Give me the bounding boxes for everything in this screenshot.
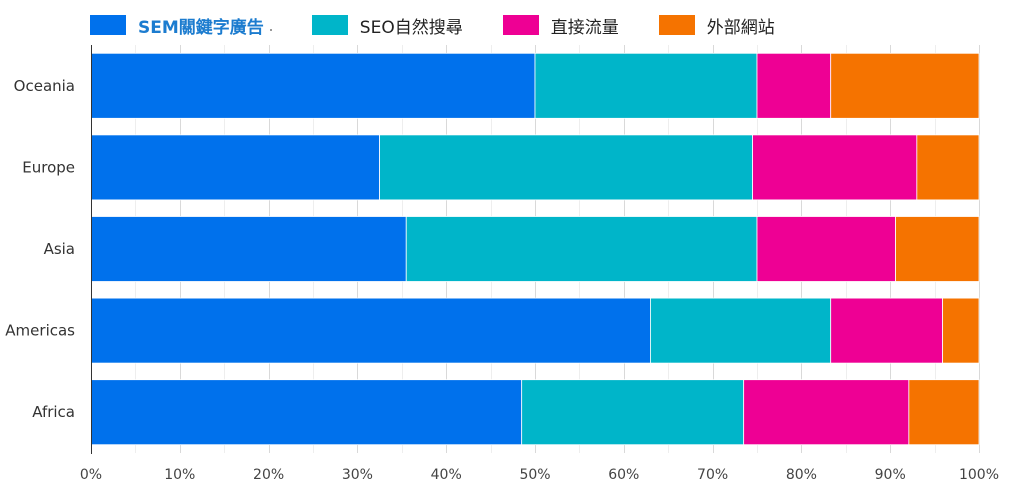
x-tick-label: 30%: [342, 467, 373, 483]
x-tick-label: 10%: [164, 467, 195, 483]
bar-segment[interactable]: [90, 134, 381, 201]
bar-segment[interactable]: [379, 134, 753, 201]
x-tick-label: 0%: [80, 467, 102, 483]
bar-segment[interactable]: [90, 297, 651, 364]
x-tick-label: 50%: [519, 467, 550, 483]
legend-swatch: [311, 15, 348, 35]
bar-segment[interactable]: [650, 297, 832, 364]
category-label: Oceania: [14, 77, 75, 95]
legend-item-3[interactable]: 外部網站: [658, 13, 775, 38]
bar-segment[interactable]: [90, 216, 407, 282]
bar-segment[interactable]: [830, 297, 943, 364]
bar-segment[interactable]: [405, 216, 758, 282]
x-tick-label: 80%: [786, 467, 817, 483]
x-tick-label: 20%: [253, 467, 284, 483]
legend-swatch: [90, 15, 126, 35]
legend-item-0[interactable]: SEM關鍵字廣告: [90, 13, 272, 38]
x-tick-label: 90%: [875, 467, 906, 483]
x-tick-label: 40%: [431, 467, 462, 483]
bar-segment[interactable]: [521, 379, 745, 446]
x-tick-label: 100%: [959, 467, 999, 483]
legend-item-1[interactable]: SEO自然搜尋: [311, 13, 463, 38]
category-label: Asia: [44, 240, 75, 258]
category-label: Americas: [5, 322, 75, 340]
legend: SEM關鍵字廣告 SEO自然搜尋 直接流量 外部網站: [90, 10, 815, 40]
bar-segment[interactable]: [752, 134, 918, 201]
x-tick-label: 70%: [697, 467, 728, 483]
bar-segment[interactable]: [942, 297, 980, 364]
legend-label: SEO自然搜尋: [359, 17, 463, 38]
bar-segment[interactable]: [756, 52, 832, 119]
bar-segment[interactable]: [908, 379, 980, 446]
category-label: Europe: [22, 158, 75, 176]
bar-segment[interactable]: [534, 52, 758, 119]
bar-segment[interactable]: [895, 216, 980, 282]
bar-segment[interactable]: [743, 379, 910, 446]
category-label: Africa: [32, 403, 75, 421]
bar-segment[interactable]: [90, 379, 523, 446]
legend-swatch: [502, 15, 539, 35]
legend-label: SEM關鍵字廣告: [138, 17, 264, 38]
legend-item-2[interactable]: 直接流量: [502, 13, 619, 38]
legend-swatch: [658, 15, 695, 35]
legend-label: 外部網站: [706, 17, 775, 38]
bar-segment[interactable]: [916, 134, 980, 201]
legend-label: 直接流量: [550, 17, 619, 38]
bar-segment[interactable]: [90, 52, 536, 119]
x-tick-label: 60%: [608, 467, 639, 483]
legend-focus-dot: [269, 29, 272, 31]
bar-segment[interactable]: [756, 216, 896, 282]
bar-segment[interactable]: [830, 52, 980, 119]
